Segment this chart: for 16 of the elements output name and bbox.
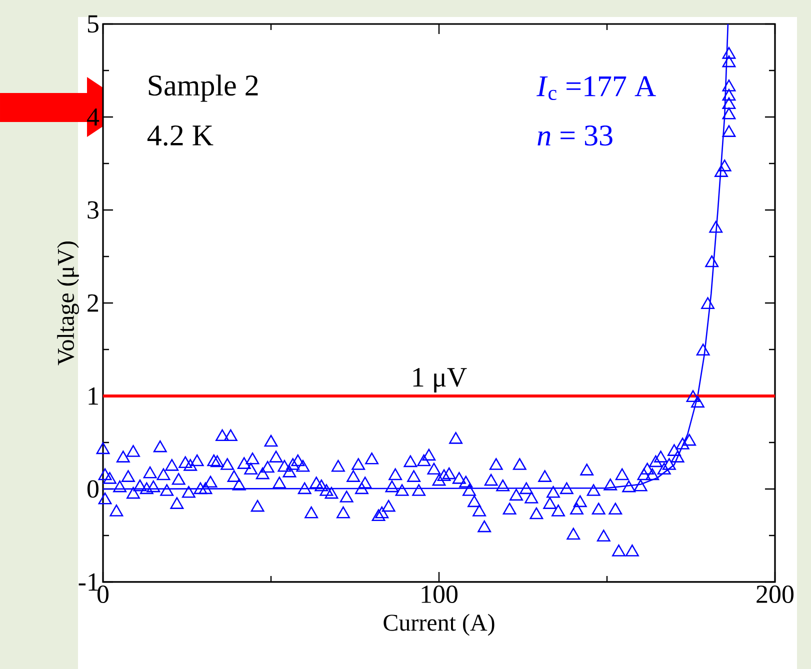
y-tick-label: -1 [78, 573, 98, 591]
annotation: I$_{c}$ =177 A [536, 76, 656, 100]
x-axis-title: Current (A) [384, 614, 494, 636]
x-tick-label: 200 [756, 586, 794, 604]
annotation: 4.2 K [147, 125, 214, 146]
annotation: n = 33 [538, 126, 612, 146]
y-tick-label: 1 [88, 387, 98, 405]
ref-line-label: 1 μV [413, 368, 467, 392]
y-tick-label: 4 [86, 108, 100, 126]
y-tick-label: 3 [88, 201, 98, 219]
y-tick-label: 0 [87, 480, 98, 498]
x-tick-label: 100 [422, 586, 458, 604]
annotation: Sample 2 [148, 74, 258, 102]
y-axis-title: Voltage (μV) [57, 242, 79, 366]
y-tick-label: 5 [88, 15, 98, 33]
y-tick-label: 2 [88, 294, 98, 312]
